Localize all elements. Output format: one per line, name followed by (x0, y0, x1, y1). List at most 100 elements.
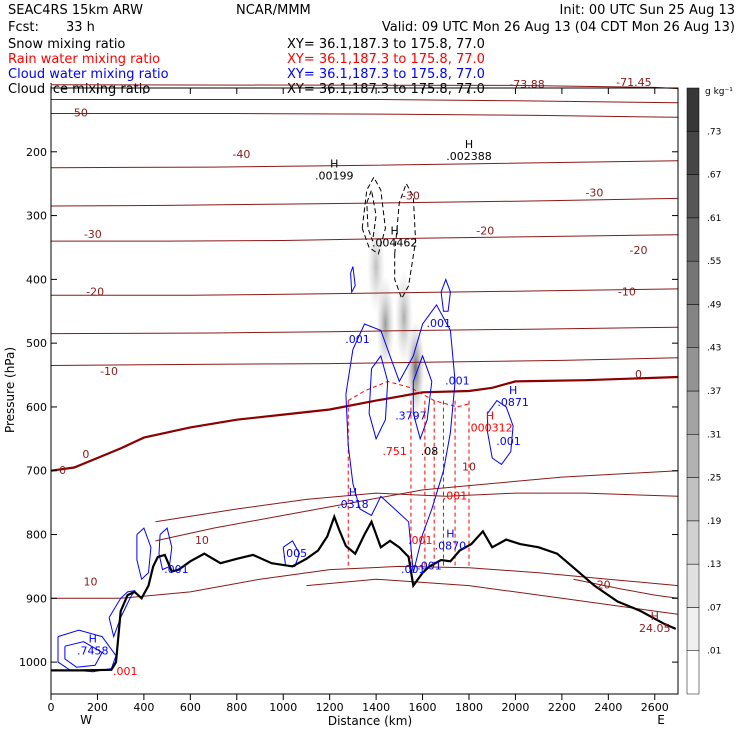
colorbar-segment (686, 607, 700, 651)
x-tick-label: 1000 (269, 701, 297, 714)
isotherm-line (51, 565, 679, 599)
field-xy-snow: XY= 36.1,187.3 to 175.8, 77.0 (287, 37, 485, 52)
plot-frame (50, 87, 679, 695)
extremum-value: .0870 (435, 539, 467, 552)
extremum-type: H (509, 384, 517, 397)
extremum-type: H (486, 409, 494, 422)
extremum-marker: H.0318 (337, 486, 369, 511)
colorbar-tick-label: .67 (707, 171, 721, 181)
colorbar-tick-label: .43 (707, 344, 721, 354)
extremum-type: H (349, 486, 357, 499)
cloud-water-contour (136, 527, 152, 581)
contour-label: -40 (232, 148, 250, 161)
extremum-marker: H.000312 (467, 409, 513, 434)
cloud-water-contour (350, 266, 356, 294)
snow-shade-blob (406, 320, 425, 417)
extremum-value: .7458 (77, 645, 109, 658)
init-time: Init: 00 UTC Sun 25 Aug 13 (560, 3, 735, 18)
isotherm-line (155, 470, 679, 542)
contour-label: -20 (476, 225, 494, 238)
contour-label: -30 (84, 228, 102, 241)
colorbar-tick-label: .07 (707, 603, 721, 613)
extremum-marker: H.004462 (372, 224, 418, 249)
colorbar-tick-label: .49 (707, 300, 722, 310)
contour-label: 20 (597, 579, 611, 592)
colorbar-segment (686, 477, 700, 522)
isotherm-line (51, 99, 679, 104)
x-tick-label: 200 (87, 701, 108, 714)
y-tick-label: 200 (26, 146, 47, 159)
fcst-value: 33 h (66, 20, 95, 35)
contour-label: -30 (585, 186, 603, 199)
west-label: W (80, 713, 92, 727)
isotherm-line (155, 492, 679, 523)
contour-label: -10 (100, 365, 118, 378)
fcst-label: Fcst: (8, 20, 39, 35)
colorbar-tick-label: .01 (707, 647, 721, 657)
y-tick-label: 400 (26, 273, 47, 286)
field-name-snow: Snow mixing ratio (8, 37, 125, 52)
contour-label: .001 (408, 534, 433, 547)
y-tick-label: 700 (26, 465, 47, 478)
y-tick-label: 500 (26, 337, 47, 350)
x-tick-label: 2000 (501, 701, 529, 714)
colorbar: .01 .07 .13 .19 .25 .31 .37 .43 .49 .55 .61 .67 .73 (686, 87, 722, 695)
colorbar-segment (686, 434, 700, 478)
cloud-water-contour (282, 540, 301, 567)
contour-label: .001 (443, 489, 468, 502)
colorbar-tick-label: .55 (707, 257, 721, 267)
x-tick-label: 2400 (594, 701, 622, 714)
contour-label: -73.88 (509, 78, 544, 91)
colorbar-tick-label: .13 (707, 560, 721, 570)
field-name-cloud-ice: Cloud ice mixing ratio (8, 82, 150, 97)
colorbar-tick-label: .61 (707, 214, 721, 224)
y-tick-label: 800 (26, 529, 47, 542)
isotherm-line (573, 578, 679, 599)
cloud-water-contour (440, 277, 451, 312)
contour-label: 0 (59, 464, 66, 477)
extremum-marker: H24.05 (639, 610, 671, 635)
extremum-type: H (330, 157, 338, 170)
colorbar-segment (686, 520, 700, 565)
contour-label: -30 (402, 190, 420, 203)
field-name-cloud-water: Cloud water mixing ratio (8, 67, 169, 82)
x-tick-label: 1400 (362, 701, 390, 714)
isotherm-line (51, 113, 679, 118)
y-tick-label: 900 (26, 592, 47, 605)
cloud-water-contour (487, 399, 514, 466)
extremum-value: .0871 (497, 396, 529, 409)
field-xy-cloud-water: XY= 36.1,187.3 to 175.8, 77.0 (287, 67, 485, 82)
extremum-value: .0318 (337, 498, 369, 511)
extremum-type: H (651, 610, 659, 623)
org-label: NCAR/MMM (236, 3, 311, 18)
extremum-type: H (89, 633, 97, 646)
extremum-marker: H.00199 (315, 157, 354, 182)
contour-label: -20 (86, 285, 104, 298)
colorbar-segment (686, 174, 700, 219)
field-xy-cloud-ice: XY= 36.1,187.3 to 175.8, 77.0 (287, 82, 485, 97)
temperature-contours (50, 84, 679, 615)
contour-label: -10 (618, 285, 636, 298)
contour-label: .001 (113, 665, 138, 678)
snow-shade-blob (376, 276, 395, 373)
extremum-type: H (391, 224, 399, 237)
extremum-marker: H.002388 (446, 138, 492, 163)
y-tick-label: 600 (26, 401, 47, 414)
isotherm-line (306, 578, 679, 615)
colorbar-tick-label: .37 (707, 387, 721, 397)
extremum-value: .002388 (446, 150, 492, 163)
x-tick-label: 2600 (641, 701, 669, 714)
contour-label: .751 (382, 445, 407, 458)
isotherm-line (50, 326, 679, 335)
extremum-type: H (446, 527, 454, 540)
colorbar-segment (686, 650, 700, 695)
cloud-water-contour (368, 354, 389, 441)
x-tick-label: 1800 (455, 701, 483, 714)
cloud-water-contours (57, 266, 514, 673)
cloud-water-contour (412, 354, 433, 441)
extremum-type: H (465, 138, 473, 151)
isotherm-line (50, 160, 679, 169)
contour-label: 0 (82, 448, 89, 461)
colorbar-tick-label: .19 (707, 517, 722, 527)
